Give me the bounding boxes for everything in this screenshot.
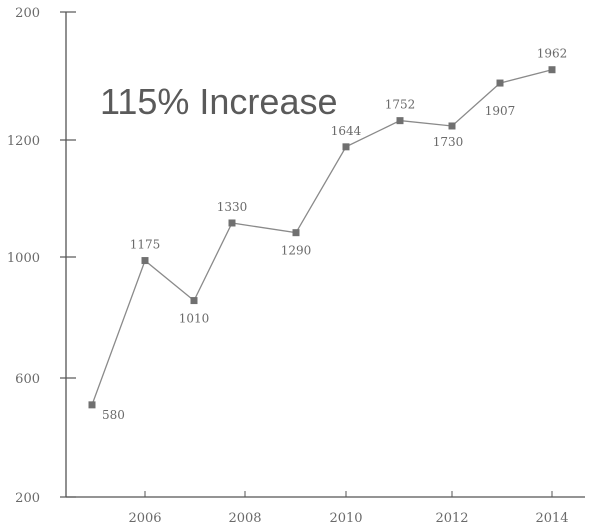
data-label: 1907 <box>485 104 516 118</box>
data-label: 1290 <box>281 244 312 258</box>
y-tick-label: 1000 <box>7 251 40 266</box>
y-tick-label: 600 <box>15 372 40 387</box>
data-label: 1644 <box>331 124 362 138</box>
data-point <box>190 297 198 305</box>
data-point <box>88 401 96 409</box>
data-point <box>342 143 350 151</box>
data-label: 1330 <box>217 200 248 214</box>
data-labels: 580 1175 1010 1330 1290 1644 1752 1730 1907 1962 <box>102 47 567 422</box>
data-point <box>496 79 504 87</box>
x-tick-label: 2010 <box>329 511 362 526</box>
data-label: 1752 <box>385 98 416 112</box>
increase-headline: 115% Increase <box>100 81 337 122</box>
x-tick-label: 2014 <box>535 511 568 526</box>
series-line <box>91 69 553 406</box>
x-tick-label: 2008 <box>228 511 261 526</box>
data-point <box>548 66 556 74</box>
data-label: 1962 <box>537 47 568 61</box>
data-label: 1730 <box>433 135 464 149</box>
data-label: 580 <box>102 408 125 422</box>
y-tick-label: 200 <box>15 491 40 506</box>
x-axis-ticks: 2006 2008 2010 2012 2014 <box>128 491 569 526</box>
y-tick-label: 1200 <box>7 134 40 149</box>
data-point <box>228 219 236 227</box>
x-tick-label: 2012 <box>435 511 468 526</box>
data-label: 1175 <box>130 238 161 252</box>
y-axis-ticks: 200 1200 1000 600 200 <box>7 6 76 506</box>
data-points <box>88 66 556 409</box>
y-tick-label: 200 <box>15 6 40 21</box>
x-tick-label: 2006 <box>128 511 161 526</box>
data-point <box>396 117 404 125</box>
data-point <box>448 122 456 130</box>
data-point <box>292 229 300 237</box>
data-point <box>141 257 149 265</box>
data-label: 1010 <box>179 312 210 326</box>
